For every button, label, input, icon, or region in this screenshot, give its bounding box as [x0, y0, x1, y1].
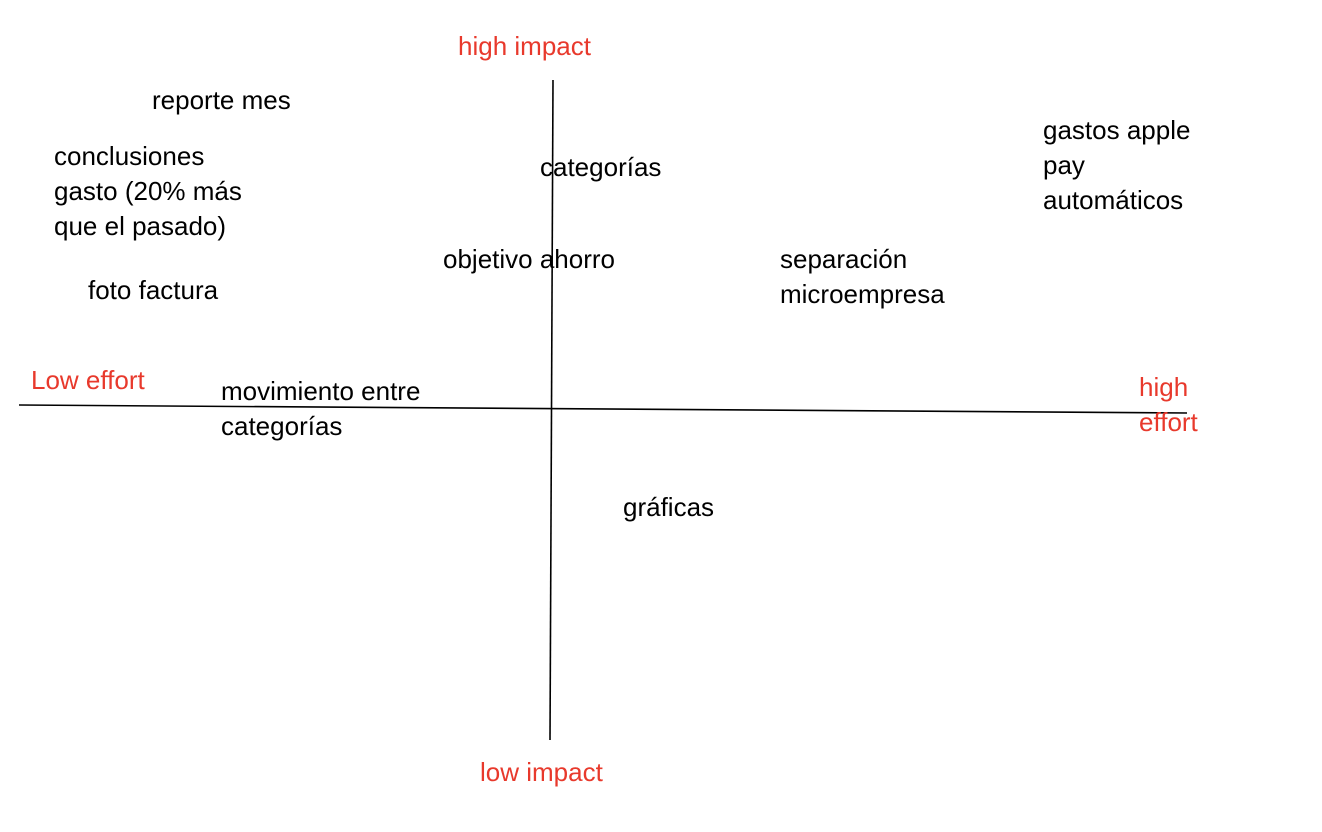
item-objetivo-ahorro: objetivo ahorro [443, 242, 615, 277]
item-separacion-microempresa-line-2: microempresa [780, 279, 945, 309]
item-graficas: gráficas [623, 490, 714, 525]
item-separacion-microempresa: separación microempresa [780, 242, 945, 312]
item-separacion-microempresa-line-1: separación [780, 244, 908, 274]
axis-label-high-effort-line-2: effort [1139, 407, 1198, 437]
axis-label-high-effort-line-1: high [1139, 372, 1189, 402]
item-conclusiones-gasto: conclusiones gasto (20% más que el pasad… [54, 139, 242, 244]
item-conclusiones-gasto-line-1: conclusiones [54, 141, 205, 171]
item-reporte-mes-line-1: reporte mes [152, 85, 291, 115]
item-movimiento-entre-categorias-line-2: categorías [221, 411, 343, 441]
item-foto-factura-line-1: foto factura [88, 275, 219, 305]
axis-label-high-effort: high effort [1139, 370, 1198, 440]
axis-label-high-impact: high impact [458, 31, 591, 61]
item-conclusiones-gasto-line-2: gasto (20% más [54, 176, 242, 206]
item-movimiento-entre-categorias: movimiento entre categorías [221, 374, 420, 444]
item-gastos-apple-pay-line-1: gastos apple [1043, 115, 1191, 145]
item-conclusiones-gasto-line-3: que el pasado) [54, 211, 227, 241]
item-categorias: categorías [540, 150, 661, 185]
item-categorias-line-1: categorías [540, 152, 662, 182]
vertical-axis-line [549, 79, 554, 741]
horizontal-axis-line [18, 404, 1188, 414]
item-gastos-apple-pay: gastos apple pay automáticos [1043, 113, 1190, 218]
item-reporte-mes: reporte mes [152, 83, 291, 118]
item-movimiento-entre-categorias-line-1: movimiento entre [221, 376, 421, 406]
item-foto-factura: foto factura [88, 273, 218, 308]
item-graficas-line-1: gráficas [623, 492, 715, 522]
item-gastos-apple-pay-line-3: automáticos [1043, 185, 1184, 215]
axis-label-low-effort: Low effort [31, 365, 145, 395]
item-objetivo-ahorro-line-1: objetivo ahorro [443, 244, 615, 274]
axis-label-low-impact: low impact [480, 757, 603, 787]
item-gastos-apple-pay-line-2: pay [1043, 150, 1085, 180]
